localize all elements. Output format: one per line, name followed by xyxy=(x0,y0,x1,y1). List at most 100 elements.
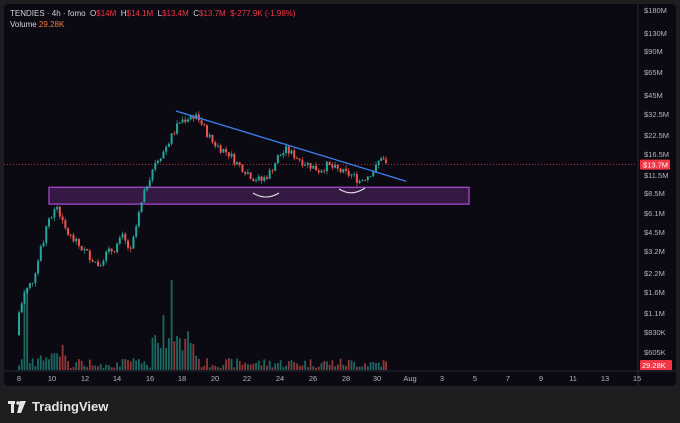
volume-bar xyxy=(312,366,315,370)
candle-body xyxy=(97,261,100,267)
volume-bar xyxy=(225,359,227,370)
volume-bar xyxy=(222,364,225,370)
volume-bar xyxy=(369,362,372,370)
y-tick-label: $3.2M xyxy=(644,247,665,256)
volume-bar xyxy=(181,350,184,370)
candle-body xyxy=(382,158,385,160)
volume-bar xyxy=(268,360,271,370)
volume-bar xyxy=(326,361,328,370)
candle-body xyxy=(151,169,154,181)
volume-bar xyxy=(88,359,91,370)
candle-body xyxy=(135,226,138,237)
volume-bar xyxy=(34,366,37,370)
volume-bar xyxy=(366,366,369,370)
candle-body xyxy=(110,248,113,252)
candle-body xyxy=(249,172,252,179)
candle-body xyxy=(116,243,119,253)
volume-bar xyxy=(208,367,211,370)
volume-bar xyxy=(113,367,116,370)
candle-body xyxy=(61,216,64,221)
volume-bar xyxy=(293,362,296,370)
candle-body xyxy=(279,155,282,157)
candle-body xyxy=(274,163,277,171)
volume-bar xyxy=(356,366,358,370)
y-tick-label: $180M xyxy=(644,6,667,15)
volume-bar xyxy=(382,360,385,370)
high-value: $14.1M xyxy=(126,9,154,18)
volume-bar xyxy=(99,363,102,370)
candle-body xyxy=(255,180,258,182)
candle-body xyxy=(102,260,105,266)
volume-bar xyxy=(306,367,309,370)
x-tick-label: 20 xyxy=(211,374,219,383)
volume-bar xyxy=(282,367,285,370)
volume-bars xyxy=(18,280,387,370)
volume-bar xyxy=(140,363,143,370)
candle-body xyxy=(380,158,383,161)
volume-bar xyxy=(236,358,238,370)
volume-bar xyxy=(247,364,249,370)
last-volume-badge xyxy=(640,360,672,370)
volume-bar xyxy=(29,363,31,370)
candle-body xyxy=(385,159,388,163)
candle-body xyxy=(83,249,86,251)
candle-body xyxy=(377,160,380,166)
candle-body xyxy=(342,168,345,173)
candle-body xyxy=(58,206,61,217)
volume-bar xyxy=(263,359,266,370)
candle-body xyxy=(276,155,279,164)
price-chart[interactable]: $180M $130M $90M $65M $45M $32.5M $22.5M $16.5M… xyxy=(4,4,676,386)
x-tick-label: 5 xyxy=(473,374,477,383)
candle-body xyxy=(372,171,375,177)
volume-bar xyxy=(317,366,320,370)
volume-bar xyxy=(108,365,110,370)
candle-body xyxy=(50,217,53,219)
candle-body xyxy=(105,251,108,261)
candle-body xyxy=(137,211,140,227)
candle-body xyxy=(306,162,309,165)
volume-bar xyxy=(61,344,64,370)
candle-body xyxy=(331,164,334,168)
volume-bar xyxy=(173,341,176,370)
x-tick-label: 15 xyxy=(633,374,641,383)
candle-body xyxy=(238,162,241,165)
candle-body xyxy=(328,161,331,165)
volume-bar xyxy=(197,358,200,370)
candles xyxy=(18,111,388,336)
x-tick-label: 30 xyxy=(373,374,381,383)
candle-body xyxy=(203,124,206,126)
volume-bar xyxy=(328,364,331,370)
volume-bar xyxy=(138,359,140,370)
candle-body xyxy=(18,312,20,336)
candle-body xyxy=(31,282,34,284)
y-tick-label: $22.5M xyxy=(644,131,669,140)
y-tick-label: $2.2M xyxy=(644,269,665,278)
last-price-label: $13.7M xyxy=(643,161,668,170)
candle-body xyxy=(358,180,361,183)
candle-body xyxy=(176,123,179,134)
volume-bar xyxy=(192,344,195,370)
candle-body xyxy=(304,164,307,166)
candle-body xyxy=(211,134,214,143)
x-tick-label: 24 xyxy=(276,374,284,383)
candle-body xyxy=(336,164,339,169)
candle-body xyxy=(56,206,59,210)
volume-bar xyxy=(102,367,105,370)
volume-bar xyxy=(257,360,260,370)
volume-bar xyxy=(200,367,203,370)
candle-body xyxy=(45,226,48,243)
volume-bar xyxy=(45,357,48,370)
volume-bar xyxy=(358,366,361,370)
candle-body xyxy=(23,292,26,304)
volume-bar xyxy=(336,364,339,370)
volume-bar xyxy=(31,358,34,370)
bottom-arc-left xyxy=(252,192,280,198)
candle-body xyxy=(154,162,157,170)
volume-bar xyxy=(135,360,138,370)
candle-body xyxy=(148,180,151,187)
candle-body xyxy=(167,143,170,147)
candle-body xyxy=(345,168,347,171)
candle-body xyxy=(20,303,23,313)
candle-body xyxy=(236,162,238,165)
candle-body xyxy=(28,283,31,288)
